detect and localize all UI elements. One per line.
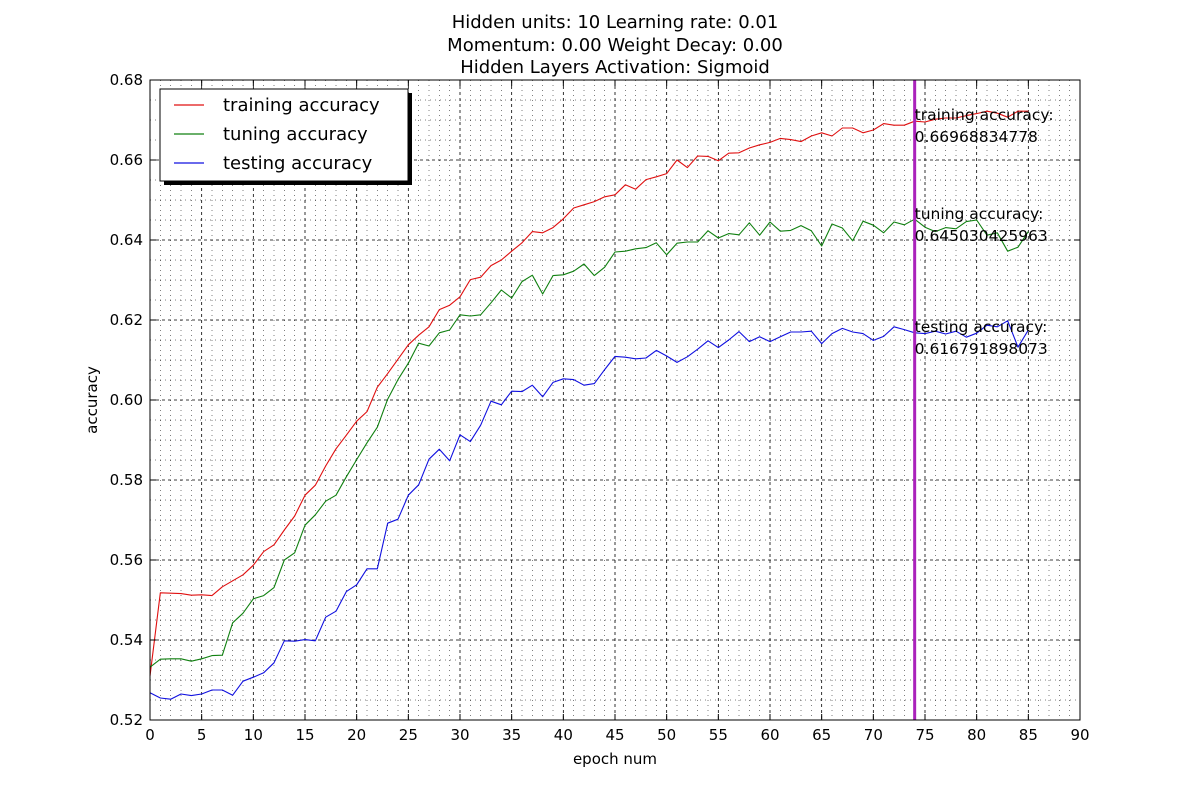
title-line-1: Hidden units: 10 Learning rate: 0.01 (452, 12, 779, 33)
annotation-label-1: training accuracy: (915, 106, 1054, 124)
title-line-3: Hidden Layers Activation: Sigmoid (460, 57, 770, 78)
annotation-value-2: 0.645030425963 (915, 227, 1048, 245)
series-line-1 (149, 110, 1029, 677)
x-tick-label: 85 (1019, 726, 1038, 744)
legend-box (159, 88, 409, 182)
annotation-label-3: testing accuracy: (915, 318, 1048, 336)
x-tick-label: 35 (502, 726, 521, 744)
title-line-2: Momentum: 0.00 Weight Decay: 0.00 (447, 35, 783, 56)
legend-label-1: training accuracy (223, 95, 380, 116)
y-tick-label: 0.58 (110, 471, 143, 489)
y-tick-label: 0.52 (110, 711, 143, 729)
series-line-2 (149, 218, 1029, 668)
x-tick-label: 5 (197, 726, 207, 744)
y-tick-label: 0.62 (110, 311, 143, 329)
x-tick-label: 30 (450, 726, 469, 744)
x-tick-label: 0 (145, 726, 155, 744)
y-axis-ticks: 0.52 0.54 0.56 0.58 0.60 0.62 0.64 0.66 0.68 (110, 71, 1080, 729)
x-tick-label: 20 (347, 726, 366, 744)
chart-title: Hidden units: 10 Learning rate: 0.01 Mom… (447, 12, 783, 78)
y-tick-label: 0.54 (110, 631, 143, 649)
x-tick-label: 70 (864, 726, 883, 744)
x-tick-label: 65 (812, 726, 831, 744)
x-tick-label: 50 (657, 726, 676, 744)
x-tick-label: 75 (915, 726, 934, 744)
annotation-value-1: 0.66968834778 (915, 128, 1038, 146)
y-axis-label: accuracy (83, 366, 101, 434)
x-tick-label: 60 (760, 726, 779, 744)
x-tick-label: 10 (244, 726, 263, 744)
x-axis-label: epoch num (573, 750, 657, 768)
y-tick-label: 0.66 (110, 151, 143, 169)
y-tick-label: 0.68 (110, 71, 143, 89)
x-tick-label: 15 (295, 726, 314, 744)
x-tick-label: 45 (605, 726, 624, 744)
x-tick-label: 55 (709, 726, 728, 744)
x-tick-label: 90 (1070, 726, 1089, 744)
annotation-label-2: tuning accuracy: (915, 205, 1044, 223)
annotation-value-3: 0.616791898073 (915, 340, 1048, 358)
legend-label-2: tuning accuracy (223, 124, 368, 145)
series-line-3 (149, 320, 1029, 700)
y-tick-label: 0.56 (110, 551, 143, 569)
x-tick-label: 40 (554, 726, 573, 744)
x-tick-label: 25 (399, 726, 418, 744)
legend: training accuracy tuning accuracy testing … (159, 88, 412, 185)
y-tick-label: 0.60 (110, 391, 143, 409)
x-tick-label: 80 (967, 726, 986, 744)
legend-label-3: testing accuracy (223, 153, 373, 174)
final-accuracy-annotations: training accuracy: 0.66968834778 tuning ac… (915, 106, 1054, 358)
x-axis-ticks: 0 5 10 15 20 25 30 35 40 45 50 55 60 65 70 75 80 85 90 (145, 80, 1090, 744)
y-tick-label: 0.64 (110, 231, 143, 249)
series-lines (149, 110, 1029, 700)
